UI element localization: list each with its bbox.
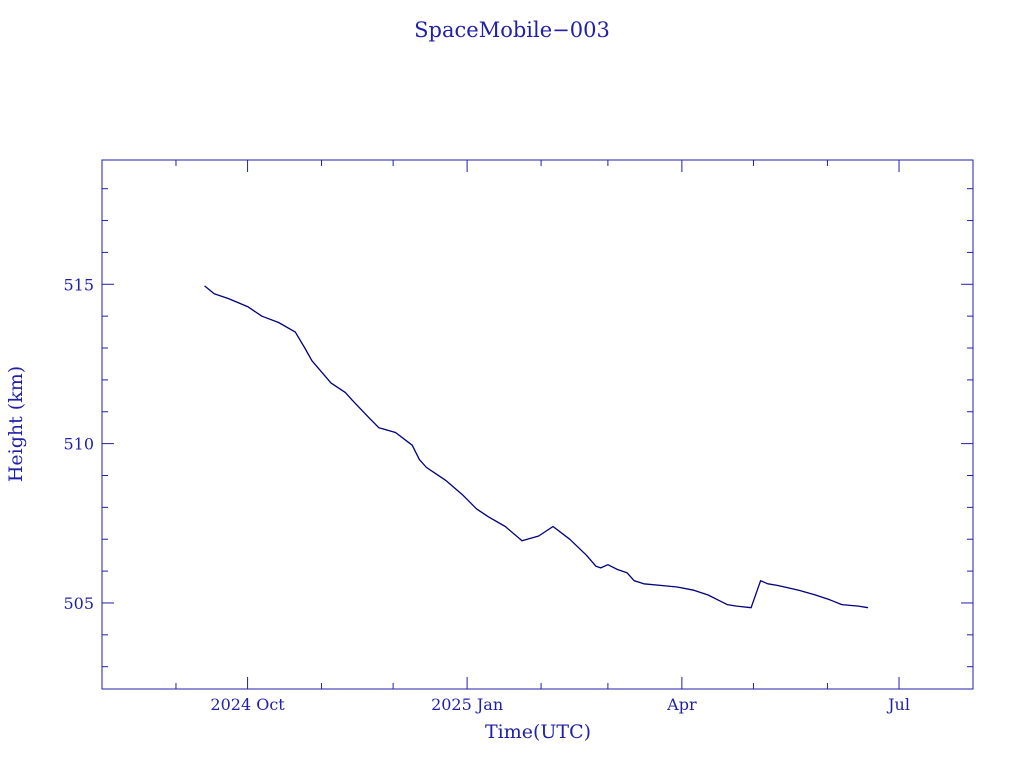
x-tick-label: 2025 Jan bbox=[431, 695, 503, 714]
x-axis-label: Time(UTC) bbox=[485, 721, 591, 743]
y-tick-label: 510 bbox=[63, 435, 94, 454]
plot-frame bbox=[101, 159, 974, 690]
x-tick-label: 2024 Oct bbox=[210, 695, 285, 714]
y-axis-label: Height (km) bbox=[5, 366, 27, 482]
y-tick-label: 515 bbox=[63, 275, 94, 294]
y-tick-label: 505 bbox=[63, 594, 94, 613]
chart-title: SpaceMobile−003 bbox=[414, 18, 610, 42]
x-tick-label: Jul bbox=[886, 695, 910, 714]
tick-marks bbox=[102, 160, 973, 689]
y-tick-labels: 505 510 515 bbox=[63, 275, 94, 613]
x-tick-labels: 2024 Oct 2025 Jan Apr Jul bbox=[210, 695, 910, 714]
series-line bbox=[204, 285, 869, 609]
x-tick-label: Apr bbox=[666, 695, 697, 714]
